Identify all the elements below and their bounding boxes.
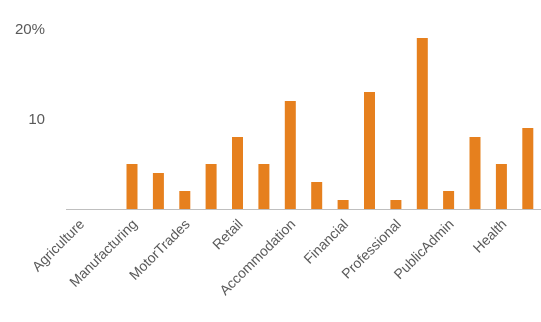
y-tick-label: 20% (15, 21, 45, 38)
bar (495, 164, 507, 209)
bar (232, 137, 243, 209)
x-tick-label: Health (470, 216, 510, 256)
bar (258, 164, 270, 209)
bar (152, 173, 164, 209)
x-tick-label: Retail (209, 216, 246, 253)
bar (469, 137, 481, 209)
bar (443, 191, 455, 209)
bar (179, 191, 191, 209)
bar (390, 200, 402, 209)
y-tick-label: 10 (28, 111, 45, 128)
bar (364, 92, 375, 209)
bar (126, 164, 138, 209)
x-tick-label: Financial (300, 216, 351, 267)
bars (126, 38, 534, 209)
bar (311, 182, 323, 209)
bar (337, 200, 349, 209)
bar (522, 128, 534, 209)
y-axis-ticks: 20% 10 (15, 21, 45, 128)
bar (416, 38, 428, 209)
bar (205, 164, 217, 209)
bar (284, 101, 296, 209)
